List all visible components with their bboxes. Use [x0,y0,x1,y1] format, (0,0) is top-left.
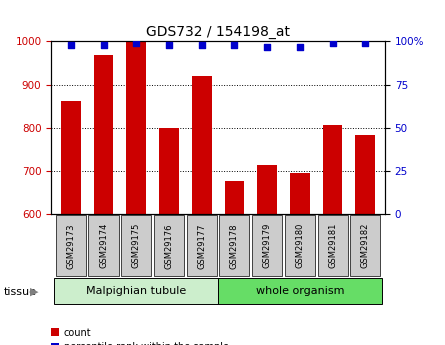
Text: count: count [64,328,91,338]
Text: GSM29180: GSM29180 [295,223,304,268]
Bar [356,135,375,345]
Text: GSM29177: GSM29177 [197,223,206,268]
Bar [219,215,250,276]
Point [296,44,303,49]
Bar [350,215,380,276]
Bar [186,215,217,276]
Bar [218,278,382,304]
Text: GSM29181: GSM29181 [328,223,337,268]
Bar [257,165,277,345]
Bar [56,215,86,276]
Point [231,42,238,48]
Bar [126,42,146,345]
Text: GSM29175: GSM29175 [132,223,141,268]
Text: GSM29179: GSM29179 [263,223,271,268]
Bar [323,126,342,345]
Bar [54,278,218,304]
Bar [154,215,184,276]
Text: ▶: ▶ [30,287,39,296]
Point [133,40,140,46]
Text: Malpighian tubule: Malpighian tubule [86,286,186,296]
Text: whole organism: whole organism [255,286,344,296]
Bar [94,55,113,345]
Text: GSM29176: GSM29176 [165,223,174,268]
Bar [121,215,151,276]
Text: GSM29174: GSM29174 [99,223,108,268]
Point [166,42,173,48]
Text: tissue: tissue [4,287,36,296]
Text: percentile rank within the sample: percentile rank within the sample [64,343,229,345]
Bar [252,215,282,276]
Text: GSM29178: GSM29178 [230,223,239,268]
Text: GSM29182: GSM29182 [361,223,370,268]
Point [100,42,107,48]
Bar [318,215,348,276]
Bar [225,181,244,345]
Bar [192,76,211,345]
Point [263,44,271,49]
Bar [89,215,118,276]
Point [198,42,205,48]
Point [67,42,74,48]
Bar [61,101,81,345]
Title: GDS732 / 154198_at: GDS732 / 154198_at [146,25,290,39]
Text: GSM29173: GSM29173 [66,223,75,268]
Bar [159,128,179,345]
Bar [285,215,315,276]
Point [362,40,369,46]
Bar [290,173,310,345]
Point [329,40,336,46]
